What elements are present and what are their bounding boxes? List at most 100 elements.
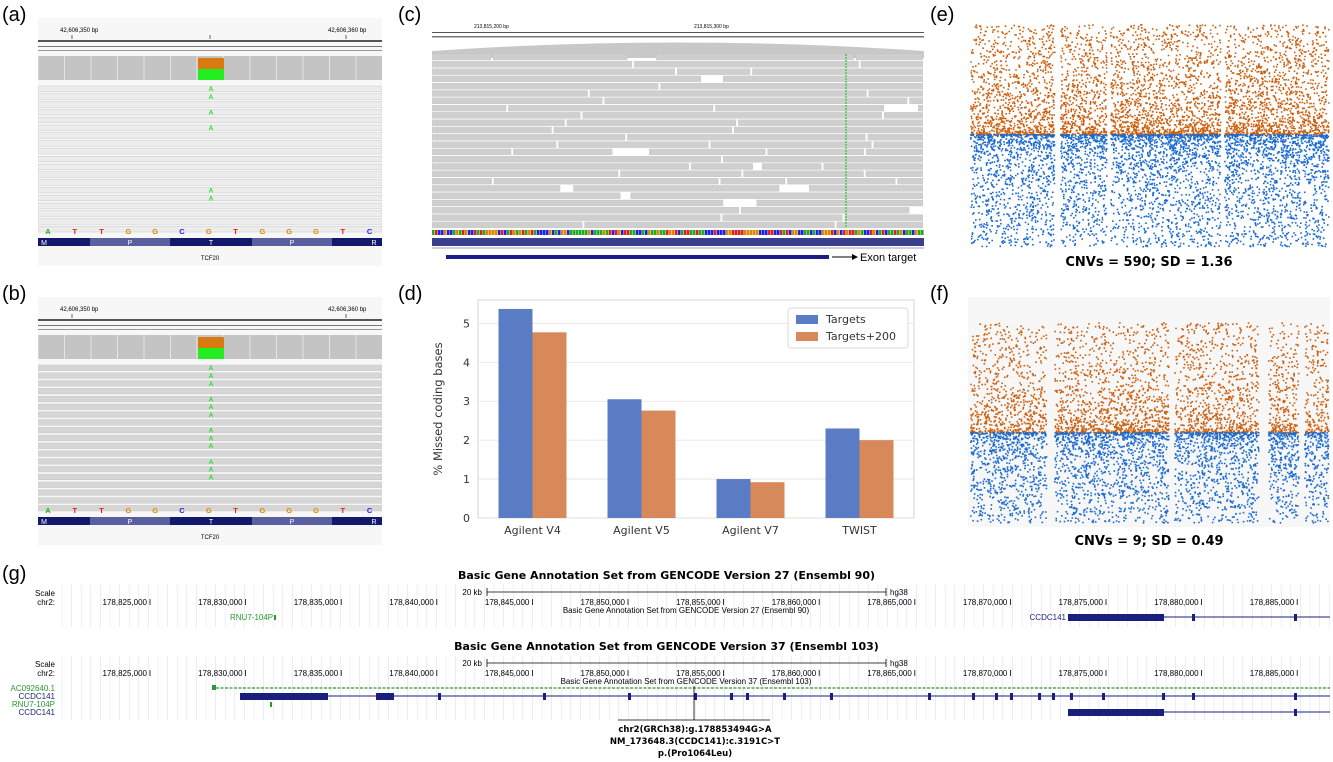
igv-panel-b: 42,606,350 bp 42,606,360 bp AAAAAAAAAAAA… [38, 297, 382, 545]
coord-right-b: 42,606,360 bp [328, 307, 367, 313]
ruler-tick: 178,845,000 [485, 669, 530, 678]
legend-swatch [796, 332, 818, 341]
panel-label-f: (f) [930, 283, 949, 305]
exon-target-bar [446, 255, 829, 259]
y-tick-label: 4 [463, 356, 470, 369]
chr-label-2: chr2: [37, 669, 55, 678]
coord-right-a: 42,606,360 bp [328, 28, 367, 34]
variant-cdna: NM_173648.3(CCDC141):c.3191C>T [609, 737, 781, 747]
x-tick-label: Agilent V7 [722, 524, 779, 537]
y-tick-label: 0 [463, 512, 470, 525]
exon [1010, 693, 1013, 700]
exon [438, 693, 441, 700]
panel-label-d: (d) [398, 283, 423, 305]
panel-label-g: (g) [2, 563, 27, 585]
track-name-1: Basic Gene Annotation Set from GENCODE V… [563, 606, 810, 615]
ref-base: G [206, 506, 212, 515]
alt-base: A [209, 86, 214, 93]
ruler-tick: 178,860,000 [772, 669, 817, 678]
row-label-rnu7: RNU7-104P [12, 700, 55, 709]
amino-acid: R [371, 240, 376, 247]
ref-base: G [125, 506, 131, 515]
exon [1038, 693, 1041, 700]
assembly-2: hg38 [890, 659, 908, 668]
coverage-ref-a [198, 58, 224, 69]
ref-base: G [286, 506, 292, 515]
alt-base: A [209, 467, 214, 474]
exon [543, 693, 546, 700]
alt-base: A [209, 412, 214, 419]
ucsc-title-2: Basic Gene Annotation Set from GENCODE V… [454, 640, 879, 653]
ruler-tick: 178,875,000 [1059, 669, 1104, 678]
ref-base: T [99, 506, 104, 515]
coord-left-b: 42,606,350 bp [60, 307, 99, 313]
x-tick-label: Agilent V5 [613, 524, 670, 537]
ref-base: G [152, 227, 158, 236]
exon [928, 693, 931, 700]
amino-acid: T [209, 519, 214, 526]
igv-panel-c: 213,815,200 bp 213,815,300 bp Exon targe… [432, 18, 924, 268]
ruler-tick: 178,825,000 [103, 598, 148, 607]
exon [746, 693, 749, 700]
bar-targets [498, 308, 533, 518]
alt-base: A [209, 94, 214, 101]
ref-base: C [179, 227, 185, 236]
ruler-tick: 178,835,000 [294, 669, 339, 678]
exon [995, 693, 998, 700]
exon [783, 693, 786, 700]
alt-base: A [209, 404, 214, 411]
ruler-tick: 178,855,000 [676, 598, 721, 607]
ref-base: G [313, 506, 319, 515]
alt-base: A [209, 428, 214, 435]
alt-base: A [209, 365, 214, 372]
ref-base: T [341, 506, 346, 515]
scale-bar-1: 20 kb [462, 588, 482, 597]
aa-track-c [432, 238, 924, 246]
amino-acid: M [41, 240, 47, 247]
ref-base: T [233, 506, 238, 515]
exon [1070, 693, 1073, 700]
coverage-alt-b [198, 348, 224, 359]
exon [694, 693, 697, 700]
exon [1294, 693, 1297, 700]
variant-protein: p.(Pro1064Leu) [657, 749, 733, 759]
ref-base: T [73, 227, 78, 236]
alt-base: A [209, 373, 214, 380]
ruler-tick: 178,825,000 [103, 669, 148, 678]
row-label-ccdc141-b: CCDC141 [19, 708, 56, 717]
bar-targets [716, 479, 751, 518]
alt-base: A [209, 195, 214, 202]
gene-name-a: TCF20 [201, 256, 220, 262]
row-label-ccdc141-a: CCDC141 [19, 692, 56, 701]
ref-base: T [99, 227, 104, 236]
y-axis-label: % Missed coding bases [431, 342, 445, 475]
bar-targets-200 [750, 482, 785, 518]
ruler-tick: 178,835,000 [294, 598, 339, 607]
cnv-caption-f: CNVs = 9; SD = 0.49 [1074, 534, 1224, 549]
ref-base: G [206, 227, 212, 236]
ref-base: G [259, 506, 265, 515]
amino-acid: P [128, 519, 133, 526]
ref-base: C [367, 506, 373, 515]
ref-base: G [152, 506, 158, 515]
y-tick-label: 2 [463, 434, 470, 447]
ref-base: G [125, 227, 131, 236]
alt-base: A [209, 459, 214, 466]
legend-entry: Targets+200 [825, 330, 896, 343]
panel-label-a: (a) [2, 4, 27, 26]
bar-targets-200 [859, 440, 894, 518]
ref-base: G [259, 227, 265, 236]
gene-ccdc141-long [240, 693, 1330, 700]
ref-base: C [367, 227, 373, 236]
ruler-tick: 178,840,000 [389, 669, 434, 678]
bar-targets [607, 399, 642, 518]
exon-target-label: Exon target [860, 252, 916, 264]
amino-acid: P [290, 519, 295, 526]
coord-1-c: 213,815,200 bp [474, 24, 509, 30]
ruler-tick: 178,830,000 [198, 598, 243, 607]
ref-base: C [179, 506, 185, 515]
ruler-tick: 178,865,000 [867, 598, 912, 607]
